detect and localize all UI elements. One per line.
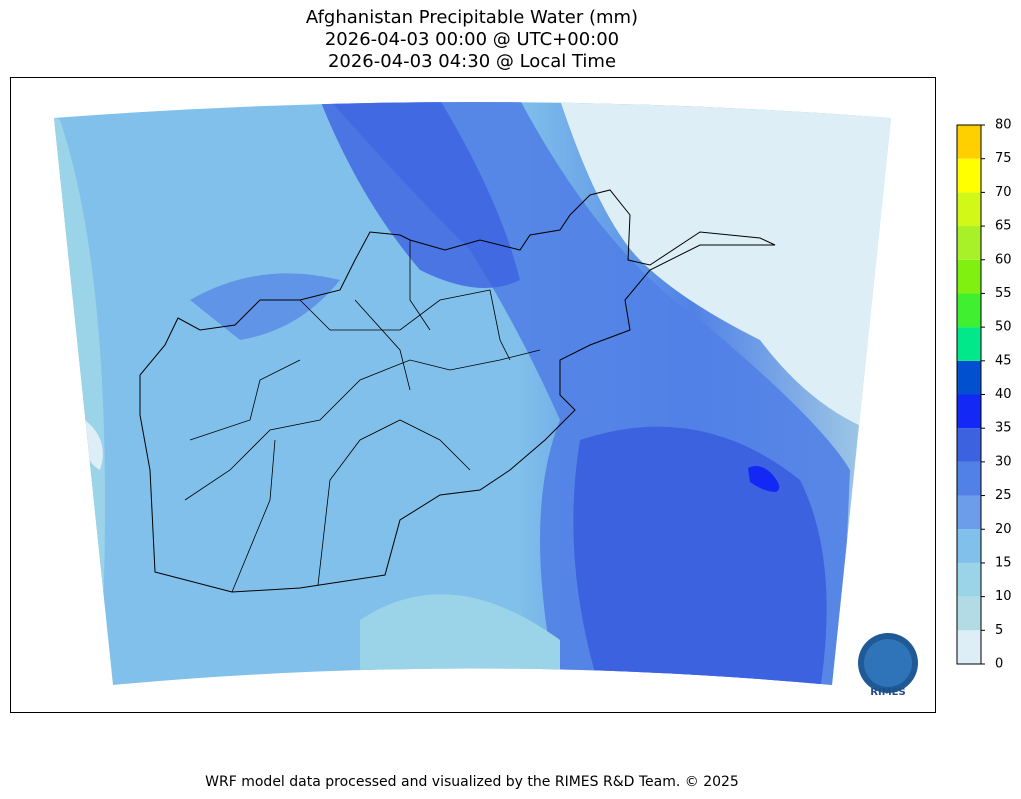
colorbar-tick-label: 65 [995, 219, 1012, 234]
colorbar-segment [957, 562, 981, 597]
logo: RIMES [858, 633, 918, 698]
colorbar-tick-label: 60 [995, 252, 1012, 267]
colorbar-tick-label: 5 [995, 623, 1003, 638]
colorbar-tick-label: 45 [995, 353, 1012, 368]
footer: WRF model data processed and visualized … [205, 774, 739, 790]
colorbar-segment [957, 293, 981, 328]
title-line: 2026-04-03 04:30 @ Local Time [328, 51, 616, 72]
colorbar-segment [957, 495, 981, 530]
colorbar-tick-label: 50 [995, 320, 1012, 335]
colorbar-tick-label: 75 [995, 151, 1012, 166]
province-borders [184, 240, 541, 593]
colorbar-segment [957, 428, 981, 462]
colorbar-segment [957, 192, 981, 227]
colorbar-tick-label: 25 [995, 488, 1012, 503]
colorbar-segment [957, 158, 981, 193]
colorbar-segment [957, 259, 981, 294]
map-field [54, 102, 891, 685]
colorbar-tick-label: 10 [995, 589, 1012, 604]
colorbar-segment [957, 327, 981, 361]
colorbar-segment [957, 529, 981, 563]
colorbar-tick-label: 30 [995, 454, 1012, 469]
colorbar: 0 5 10 15 20 25 30 35 40 45 50 55 60 65 70 75 80 [956, 118, 1012, 672]
colorbar-segment [957, 360, 981, 395]
colorbar-tick-label: 55 [995, 286, 1012, 301]
colorbar-segment [957, 596, 981, 631]
colorbar-tick-label: 15 [995, 555, 1012, 570]
colorbar-tick-label: 35 [995, 421, 1012, 436]
logo-label: RIMES [870, 687, 905, 698]
title-line: 2026-04-03 00:00 @ UTC+00:00 [325, 29, 619, 50]
colorbar-segment [957, 226, 981, 260]
colorbar-segment [957, 394, 981, 429]
title-line: Afghanistan Precipitable Water (mm) [306, 7, 638, 28]
colorbar-tick-label: 0 [995, 657, 1003, 672]
colorbar-tick-label: 20 [995, 522, 1012, 537]
map-frame [10, 77, 936, 713]
colorbar-tick-label: 80 [995, 118, 1012, 133]
colorbar-tick-label: 70 [995, 185, 1012, 200]
colorbar-segment [957, 630, 981, 664]
country-border [139, 189, 776, 593]
colorbar-tick-label: 40 [995, 387, 1012, 402]
colorbar-segment [957, 125, 981, 159]
colorbar-segment [957, 461, 981, 496]
